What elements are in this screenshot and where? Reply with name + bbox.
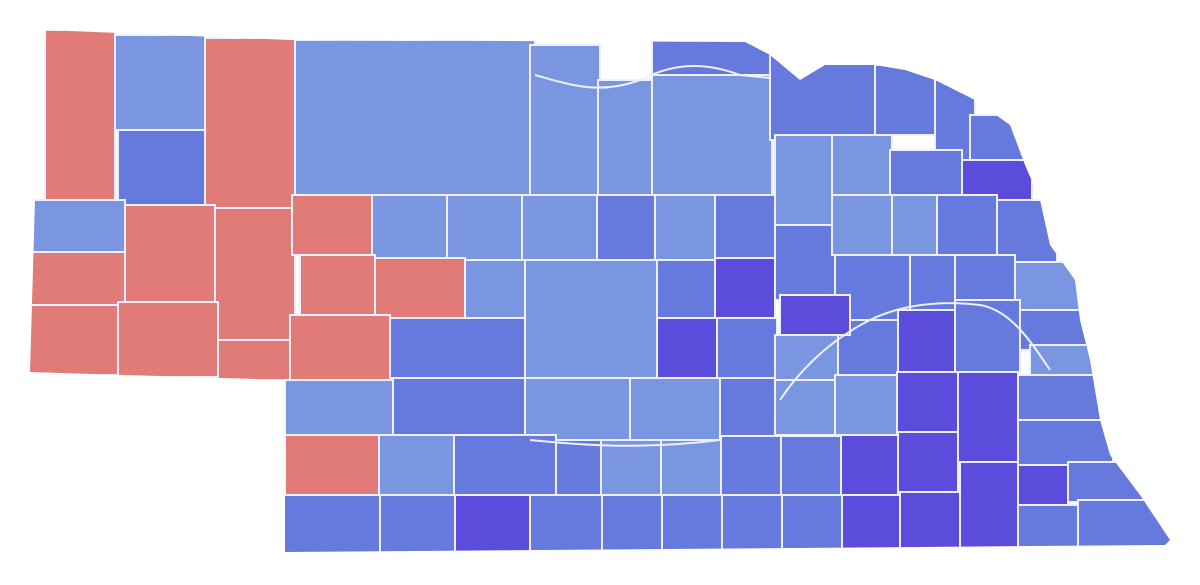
river — [779, 302, 1051, 401]
county — [217, 339, 291, 381]
county — [597, 79, 654, 196]
county — [629, 377, 721, 441]
county — [601, 494, 663, 552]
county — [30, 304, 119, 376]
county — [957, 371, 1019, 463]
county — [834, 374, 898, 436]
county — [453, 434, 557, 496]
county — [656, 317, 718, 379]
county — [874, 64, 936, 136]
county — [769, 54, 876, 141]
county — [899, 491, 961, 552]
county — [555, 439, 602, 496]
county — [714, 257, 776, 319]
county — [661, 494, 723, 552]
county — [781, 494, 843, 552]
county — [774, 379, 836, 436]
county — [596, 194, 656, 261]
county — [1029, 344, 1101, 376]
county — [656, 259, 716, 321]
county — [600, 439, 662, 496]
river — [534, 65, 771, 89]
county — [371, 194, 448, 259]
county — [840, 434, 899, 496]
county — [774, 224, 836, 301]
county — [294, 39, 536, 196]
county — [841, 494, 901, 552]
county — [660, 439, 722, 496]
county — [1017, 374, 1109, 421]
county — [117, 129, 211, 206]
county — [291, 194, 373, 256]
county — [114, 34, 206, 131]
county — [1014, 261, 1096, 313]
county — [379, 494, 456, 552]
county — [954, 299, 1021, 373]
county — [1077, 499, 1170, 551]
county — [284, 379, 394, 436]
county — [954, 254, 1016, 306]
county — [831, 194, 893, 256]
county — [897, 431, 959, 493]
county — [378, 434, 455, 496]
county — [30, 199, 126, 253]
county — [284, 434, 380, 496]
county — [896, 371, 960, 433]
county — [897, 309, 959, 376]
county — [521, 194, 598, 261]
county — [299, 254, 376, 316]
county — [30, 251, 126, 308]
county — [289, 314, 391, 381]
county — [959, 461, 1019, 552]
county — [446, 194, 523, 261]
county — [529, 44, 601, 196]
county — [996, 199, 1058, 263]
county — [721, 494, 783, 552]
county — [780, 435, 842, 497]
county — [831, 134, 893, 196]
county — [889, 149, 963, 196]
county — [720, 435, 782, 497]
county — [524, 259, 658, 379]
county — [891, 194, 938, 256]
county — [936, 194, 998, 256]
county — [779, 294, 851, 336]
county — [719, 377, 776, 437]
county — [774, 334, 841, 381]
county — [1067, 461, 1149, 503]
county — [124, 204, 216, 306]
county — [1017, 419, 1114, 466]
county — [44, 30, 116, 201]
county — [464, 259, 526, 321]
county — [529, 494, 603, 552]
county — [524, 377, 631, 441]
county — [716, 317, 778, 379]
county — [654, 194, 716, 261]
county — [279, 494, 381, 552]
county — [392, 377, 526, 436]
county — [1017, 464, 1069, 506]
county-layer — [30, 30, 1170, 552]
county — [1017, 504, 1079, 552]
county — [374, 257, 466, 319]
county — [774, 134, 833, 226]
county — [214, 207, 296, 344]
county — [454, 494, 531, 552]
county — [714, 194, 776, 261]
county — [969, 114, 1031, 161]
county — [204, 37, 296, 209]
county — [389, 317, 526, 379]
county — [117, 301, 219, 378]
river — [529, 439, 721, 447]
